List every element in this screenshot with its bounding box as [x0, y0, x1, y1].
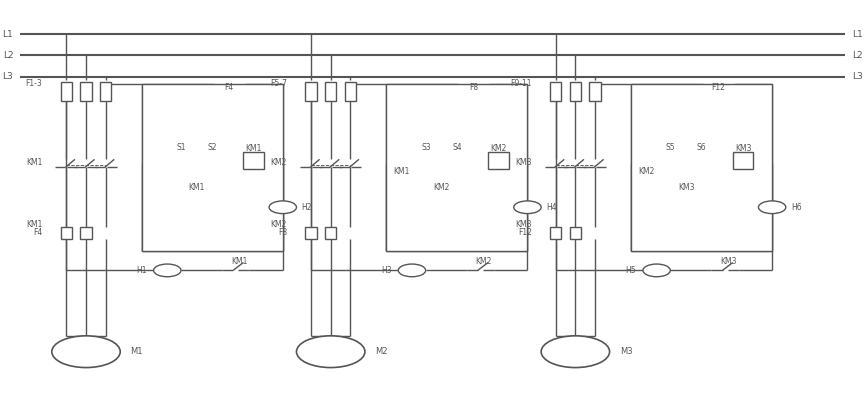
- Circle shape: [52, 336, 120, 368]
- Text: S6: S6: [696, 143, 707, 152]
- Text: F4: F4: [33, 228, 42, 237]
- Text: H6: H6: [791, 203, 802, 212]
- Bar: [305, 82, 317, 101]
- Text: L1: L1: [3, 30, 13, 39]
- Bar: [570, 227, 581, 239]
- Text: S3: S3: [421, 143, 431, 152]
- Text: KM2: KM2: [490, 144, 507, 153]
- Text: F1-3: F1-3: [26, 79, 42, 88]
- Circle shape: [297, 336, 365, 368]
- Text: KM3: KM3: [734, 144, 752, 153]
- Text: S5: S5: [666, 143, 676, 152]
- Text: KM2: KM2: [433, 183, 450, 192]
- Bar: [733, 152, 753, 169]
- Text: KM3: KM3: [516, 220, 532, 229]
- Text: KM2: KM2: [271, 158, 287, 167]
- Text: M3: M3: [620, 347, 632, 356]
- Text: KM1: KM1: [231, 257, 247, 266]
- Text: F12: F12: [712, 84, 726, 92]
- Text: S4: S4: [452, 143, 462, 152]
- Text: H3: H3: [381, 266, 392, 275]
- Text: F8: F8: [469, 84, 478, 92]
- Bar: [325, 82, 336, 101]
- Text: L3: L3: [3, 72, 13, 81]
- Bar: [325, 227, 336, 239]
- Text: KM3: KM3: [721, 257, 737, 266]
- Text: F4: F4: [225, 84, 234, 92]
- Text: F5-7: F5-7: [270, 79, 287, 88]
- Bar: [142, 84, 283, 251]
- Text: F12: F12: [518, 228, 532, 237]
- Text: H2: H2: [302, 203, 312, 212]
- Text: KM3: KM3: [516, 158, 532, 167]
- Bar: [550, 227, 561, 239]
- Text: 3∼: 3∼: [324, 352, 336, 361]
- Bar: [387, 84, 528, 251]
- Circle shape: [269, 201, 297, 214]
- Text: H5: H5: [625, 266, 636, 275]
- Text: L2: L2: [3, 51, 13, 60]
- Text: M2: M2: [375, 347, 388, 356]
- Bar: [61, 82, 72, 101]
- Bar: [488, 152, 509, 169]
- Circle shape: [541, 336, 610, 368]
- Text: KM1: KM1: [189, 183, 205, 192]
- Text: L2: L2: [852, 51, 862, 60]
- Text: L1: L1: [852, 30, 862, 39]
- Text: L3: L3: [852, 72, 862, 81]
- Text: KM2: KM2: [638, 168, 655, 176]
- Bar: [80, 82, 92, 101]
- Text: 3∼: 3∼: [569, 352, 581, 361]
- Text: H4: H4: [547, 203, 557, 212]
- Text: KM3: KM3: [678, 183, 695, 192]
- Text: H1: H1: [137, 266, 147, 275]
- Bar: [589, 82, 600, 101]
- Bar: [345, 82, 356, 101]
- Bar: [61, 227, 72, 239]
- Text: KM1: KM1: [26, 220, 42, 229]
- Bar: [80, 227, 92, 239]
- Text: KM1: KM1: [26, 158, 42, 167]
- Bar: [305, 227, 317, 239]
- Circle shape: [514, 201, 541, 214]
- Circle shape: [759, 201, 785, 214]
- Bar: [243, 152, 264, 169]
- Circle shape: [154, 264, 181, 277]
- Circle shape: [643, 264, 670, 277]
- Bar: [550, 82, 561, 101]
- Text: S2: S2: [208, 143, 217, 152]
- Circle shape: [398, 264, 426, 277]
- Text: F8: F8: [278, 228, 287, 237]
- Text: KM1: KM1: [394, 168, 410, 176]
- Text: KM1: KM1: [246, 144, 262, 153]
- Bar: [631, 84, 772, 251]
- Text: F9-11: F9-11: [510, 79, 532, 88]
- Bar: [570, 82, 581, 101]
- Text: M: M: [81, 343, 91, 353]
- Text: M1: M1: [131, 347, 143, 356]
- Text: KM2: KM2: [476, 257, 492, 266]
- Bar: [100, 82, 112, 101]
- Text: M: M: [326, 343, 336, 353]
- Text: M: M: [571, 343, 580, 353]
- Text: S1: S1: [176, 143, 186, 152]
- Text: KM2: KM2: [271, 220, 287, 229]
- Text: 3∼: 3∼: [80, 352, 93, 361]
